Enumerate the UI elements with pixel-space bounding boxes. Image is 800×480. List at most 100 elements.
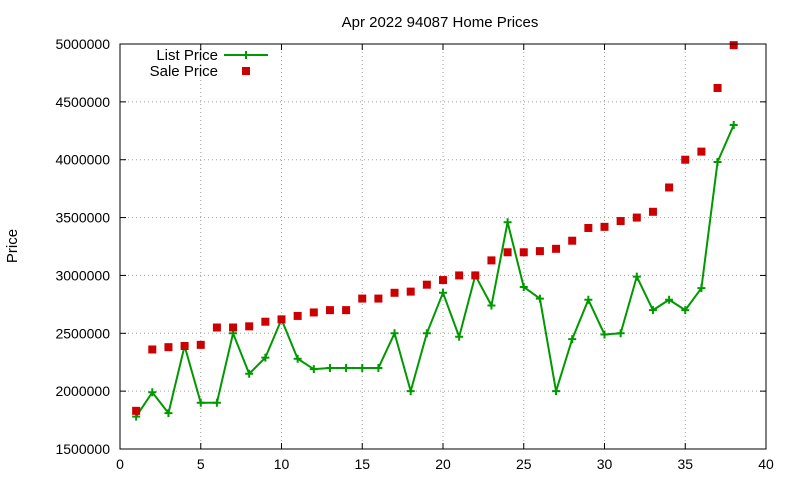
sale-price-point bbox=[584, 223, 593, 232]
y-axis-label: Price bbox=[4, 229, 21, 263]
sale-price-point bbox=[132, 406, 141, 415]
sale-price-point bbox=[487, 256, 496, 265]
list-price-point bbox=[600, 330, 609, 339]
sale-price-point bbox=[406, 287, 415, 296]
y-tick-label: 2000000 bbox=[55, 383, 110, 399]
list-price-point bbox=[293, 354, 302, 363]
sale-price-point bbox=[164, 343, 173, 352]
list-price-point bbox=[196, 398, 205, 407]
sale-price-point bbox=[309, 308, 318, 317]
list-price-point bbox=[568, 335, 577, 344]
list-price-point bbox=[422, 329, 431, 338]
sale-price-point bbox=[439, 276, 447, 285]
y-tick-label: 3000000 bbox=[55, 267, 110, 283]
sale-price-point bbox=[358, 294, 367, 303]
list-price-point bbox=[648, 306, 657, 315]
sale-price-point bbox=[293, 311, 302, 320]
sale-price-point bbox=[212, 323, 221, 332]
y-tick-label: 3500000 bbox=[55, 210, 110, 226]
grid bbox=[120, 44, 766, 449]
legend-list-price-marker bbox=[242, 51, 250, 59]
list-price-point bbox=[261, 353, 270, 362]
x-tick-label: 5 bbox=[197, 456, 205, 472]
list-price-point bbox=[535, 294, 544, 303]
legend-list-price-label: List Price bbox=[156, 47, 218, 64]
list-price-point bbox=[713, 158, 722, 167]
plot-area bbox=[132, 41, 738, 421]
sale-price-point bbox=[471, 271, 480, 280]
list-price-point bbox=[729, 121, 738, 129]
list-price-point bbox=[325, 364, 334, 372]
list-price-point bbox=[681, 306, 690, 315]
list-price-point bbox=[148, 388, 157, 397]
x-tick-label: 10 bbox=[274, 456, 290, 472]
legend-sale-price-label: Sale Price bbox=[150, 63, 218, 80]
list-price-point bbox=[358, 364, 367, 372]
list-price-point bbox=[584, 295, 593, 304]
list-price-point bbox=[616, 329, 625, 338]
list-price-point bbox=[439, 288, 447, 297]
sale-price-point bbox=[180, 342, 189, 351]
y-tick-label: 2500000 bbox=[55, 325, 110, 341]
sale-price-point bbox=[261, 317, 270, 326]
axis-ticks: 0 5 10 15 20 25 30 35 40 1500000 2000000 2500000 300… bbox=[55, 36, 774, 472]
list-price-point bbox=[245, 369, 254, 378]
sale-price-point bbox=[325, 306, 334, 315]
sale-price-point bbox=[568, 236, 577, 245]
list-price-point bbox=[487, 301, 496, 310]
sale-price-point bbox=[519, 248, 528, 257]
sale-price-point bbox=[277, 315, 286, 324]
x-tick-label: 35 bbox=[677, 456, 693, 472]
list-price-line bbox=[135, 124, 735, 418]
x-tick-label: 15 bbox=[354, 456, 370, 472]
x-tick-label: 40 bbox=[758, 456, 774, 472]
sale-price-point bbox=[374, 294, 383, 303]
list-price-point bbox=[552, 387, 561, 396]
chart-title: Apr 2022 94087 Home Prices bbox=[342, 14, 539, 31]
sale-price-point bbox=[196, 340, 205, 349]
list-price-point bbox=[390, 329, 399, 338]
x-tick-label: 20 bbox=[435, 456, 451, 472]
x-tick-label: 30 bbox=[597, 456, 613, 472]
sale-price-point bbox=[713, 83, 722, 92]
sale-price-point bbox=[245, 322, 254, 331]
list-price-point bbox=[164, 409, 173, 418]
sale-price-point bbox=[229, 323, 238, 332]
list-price-point bbox=[665, 295, 674, 304]
y-tick-label: 4500000 bbox=[55, 94, 110, 110]
y-tick-label: 1500000 bbox=[55, 441, 110, 457]
sale-price-point bbox=[681, 155, 690, 164]
x-tick-label: 25 bbox=[516, 456, 532, 472]
list-price-point bbox=[519, 283, 528, 291]
sale-price-point bbox=[552, 244, 561, 253]
list-price-point bbox=[309, 365, 318, 374]
sale-price-point bbox=[616, 217, 625, 226]
list-price-point bbox=[697, 284, 706, 293]
sale-price-point bbox=[697, 147, 706, 156]
sale-price-point bbox=[729, 41, 738, 50]
x-tick-label: 0 bbox=[116, 456, 124, 472]
legend-sale-price-marker bbox=[242, 67, 250, 75]
list-price-point bbox=[455, 332, 464, 341]
sale-price-point bbox=[342, 306, 351, 315]
sale-price-point bbox=[390, 288, 399, 297]
sale-price-point bbox=[455, 271, 464, 280]
list-price-point bbox=[212, 398, 221, 407]
sale-price-point bbox=[535, 247, 544, 256]
list-price-point bbox=[503, 218, 512, 227]
sale-price-point bbox=[422, 280, 431, 289]
sale-price-point bbox=[148, 345, 157, 354]
sale-price-point bbox=[503, 248, 512, 257]
list-price-point bbox=[406, 387, 415, 396]
sale-price-point bbox=[600, 222, 609, 231]
list-price-point bbox=[374, 364, 383, 372]
y-tick-label: 4000000 bbox=[55, 152, 110, 168]
sale-price-point bbox=[648, 207, 657, 216]
list-price-point bbox=[632, 272, 641, 281]
sale-price-point bbox=[665, 183, 674, 192]
list-price-point bbox=[342, 364, 351, 372]
sale-price-point bbox=[632, 213, 641, 222]
y-tick-label: 5000000 bbox=[55, 36, 110, 52]
